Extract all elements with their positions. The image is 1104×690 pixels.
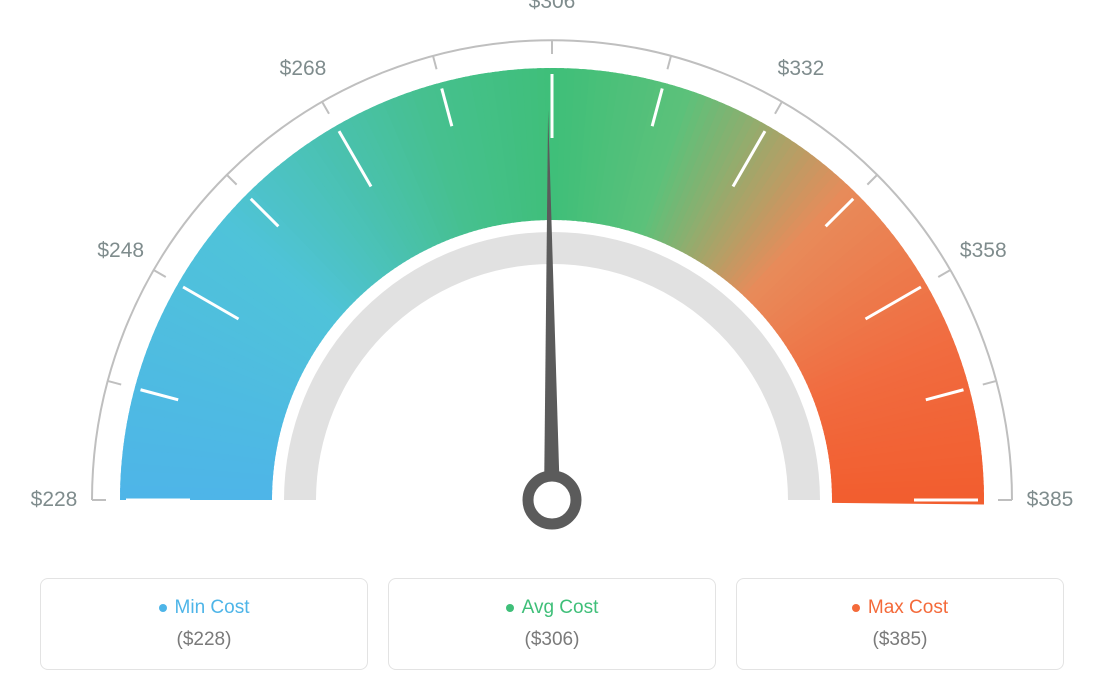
legend-label-min: Min Cost <box>175 597 250 619</box>
legend-dot-max <box>852 604 860 612</box>
legend-value-min: ($228) <box>51 629 357 651</box>
legend-value-max: ($385) <box>747 629 1053 651</box>
gauge-tick-label: $385 <box>1027 488 1074 512</box>
gauge-tick-label: $358 <box>960 239 1007 263</box>
gauge-chart-container: $228 $248 $268 $306 $332 $358 $385 Min Cost ($… <box>0 0 1104 690</box>
legend-dot-min <box>159 604 167 612</box>
legend-title-max: Max Cost <box>852 597 948 619</box>
legend-row: Min Cost ($228) Avg Cost ($306) Max Cost… <box>40 578 1064 670</box>
gauge-tick-label: $306 <box>529 0 576 14</box>
legend-value-avg: ($306) <box>399 629 705 651</box>
legend-card-avg: Avg Cost ($306) <box>388 578 716 670</box>
gauge-tick-label: $248 <box>97 239 144 263</box>
legend-dot-avg <box>506 604 514 612</box>
legend-title-avg: Avg Cost <box>506 597 599 619</box>
gauge-svg <box>0 0 1104 560</box>
gauge-tick-label: $268 <box>280 57 327 81</box>
legend-card-min: Min Cost ($228) <box>40 578 368 670</box>
gauge-tick-label: $332 <box>778 57 825 81</box>
legend-title-min: Min Cost <box>159 597 250 619</box>
legend-label-avg: Avg Cost <box>522 597 599 619</box>
gauge-area: $228 $248 $268 $306 $332 $358 $385 <box>0 0 1104 560</box>
legend-card-max: Max Cost ($385) <box>736 578 1064 670</box>
legend-label-max: Max Cost <box>868 597 948 619</box>
gauge-tick-label: $228 <box>31 488 78 512</box>
